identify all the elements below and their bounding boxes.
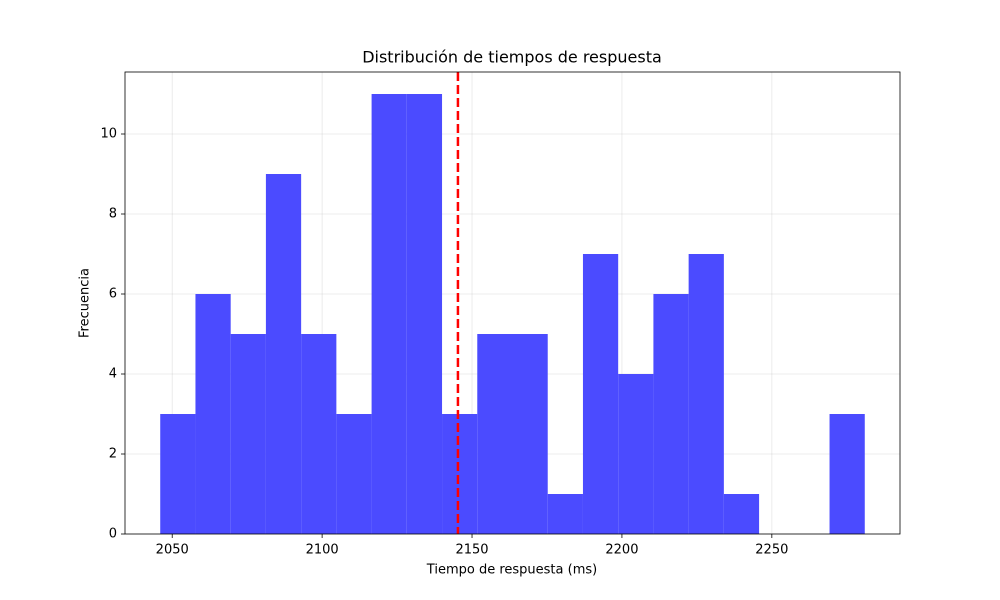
y-tick-label: 4	[109, 367, 117, 382]
bar	[723, 494, 760, 534]
x-tick-label: 2250	[755, 543, 788, 558]
bar	[230, 334, 266, 534]
x-axis-label: Tiempo de respuesta (ms)	[426, 563, 597, 578]
x-tick-label: 2200	[605, 543, 638, 558]
bar	[195, 294, 231, 534]
y-tick-label: 8	[109, 207, 117, 222]
bar	[160, 414, 196, 534]
bar	[477, 334, 513, 534]
x-tick-label: 2050	[156, 543, 189, 558]
bar	[688, 254, 724, 534]
bar	[336, 414, 372, 534]
bar	[371, 94, 407, 534]
x-tick-label: 2100	[306, 543, 339, 558]
bar	[653, 294, 689, 534]
bar	[406, 94, 443, 534]
x-tick-label: 2150	[455, 543, 488, 558]
bar	[265, 174, 302, 534]
bar	[547, 494, 583, 534]
y-tick-label: 10	[100, 127, 117, 142]
y-tick-label: 0	[109, 527, 117, 542]
bar	[512, 334, 548, 534]
plot-frame	[124, 71, 901, 535]
bar	[301, 334, 337, 534]
chart-title: Distribución de tiempos de respuesta	[362, 48, 662, 67]
bar	[829, 414, 865, 534]
bar	[618, 374, 654, 534]
bar	[442, 414, 478, 534]
y-tick-label: 2	[109, 447, 117, 462]
bar	[582, 254, 619, 534]
y-axis-label: Frecuencia	[78, 268, 93, 338]
y-tick-label: 6	[109, 287, 117, 302]
